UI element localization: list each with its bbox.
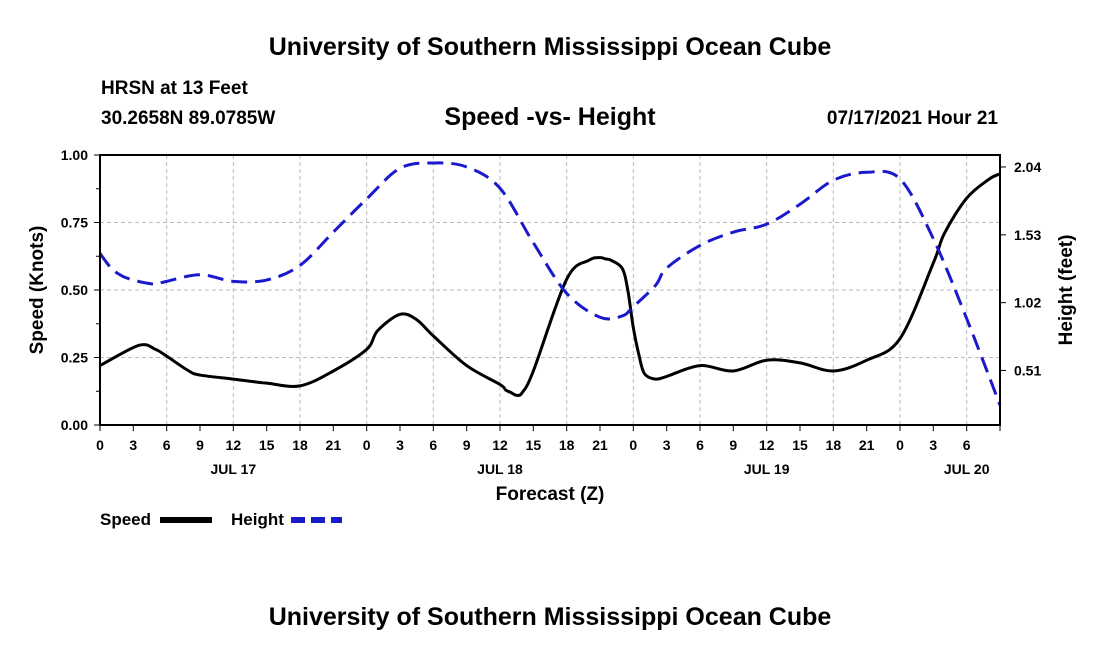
y-axis-right: 0.51 1.02 1.53 2.04: [1000, 159, 1041, 378]
x-tick-label: 15: [526, 437, 542, 453]
x-tick-label: 15: [259, 437, 275, 453]
x-tick-label: 6: [696, 437, 704, 453]
x-tick-label: 0: [629, 437, 637, 453]
x-tick-label: 6: [429, 437, 437, 453]
y-axis-left: 0.00 0.25 0.50 0.75 1.00: [61, 147, 100, 433]
x-tick-label: 9: [729, 437, 737, 453]
x-tick-label: 3: [929, 437, 937, 453]
x-tick-label: 21: [859, 437, 875, 453]
x-tick-label: 6: [163, 437, 171, 453]
x-tick-label: 12: [226, 437, 242, 453]
height-series-line: [98, 161, 1002, 406]
x-tick-label: 15: [792, 437, 808, 453]
x-day-label: JUL 20: [944, 461, 990, 477]
y2-tick-label: 0.51: [1014, 362, 1041, 378]
chart-title: Speed -vs- Height: [444, 103, 656, 131]
x-tick-label: 6: [963, 437, 971, 453]
y-tick-label: 0.75: [61, 215, 88, 231]
speed-series-line: [99, 172, 1001, 398]
x-tick-label: 18: [292, 437, 308, 453]
legend: Speed Height: [100, 510, 342, 529]
plot-frame: [99, 154, 1001, 426]
y-tick-label: 0.00: [61, 417, 88, 433]
x-tick-label: 9: [463, 437, 471, 453]
y2-tick-label: 1.53: [1014, 227, 1041, 243]
y-tick-label: 1.00: [61, 147, 88, 163]
x-axis: 0 3 6 9 12 15 18 21 0 3 6 9 12 15 18 21 0 3 6 9 12 15 18 21 0 3 6 J…: [96, 425, 1001, 477]
main-title: University of Southern Mississippi Ocean…: [269, 33, 832, 61]
y-tick-label: 0.50: [61, 282, 88, 298]
x-tick-label: 3: [129, 437, 137, 453]
plot-series: [98, 161, 1002, 406]
x-tick-label: 12: [759, 437, 775, 453]
y2-tick-label: 2.04: [1014, 159, 1041, 175]
x-tick-label: 3: [396, 437, 404, 453]
x-tick-label: 0: [363, 437, 371, 453]
x-tick-label: 18: [826, 437, 842, 453]
x-tick-label: 18: [559, 437, 575, 453]
y-axis-label-left: Speed (Knots): [27, 226, 48, 355]
x-day-label: JUL 19: [744, 461, 790, 477]
x-tick-label: 0: [96, 437, 104, 453]
grid-lines: [100, 155, 1000, 425]
x-tick-label: 3: [663, 437, 671, 453]
x-day-label: JUL 17: [210, 461, 256, 477]
x-tick-label: 9: [196, 437, 204, 453]
x-tick-label: 21: [326, 437, 342, 453]
y-axis-label-right: Height (feet): [1056, 235, 1077, 346]
legend-height-label: Height: [231, 510, 284, 529]
x-day-label: JUL 18: [477, 461, 523, 477]
y-tick-label: 0.25: [61, 350, 88, 366]
x-tick-label: 0: [896, 437, 904, 453]
datetime-label: 07/17/2021 Hour 21: [827, 108, 999, 129]
x-axis-label: Forecast (Z): [496, 484, 605, 505]
y2-tick-label: 1.02: [1014, 295, 1041, 311]
x-tick-label: 12: [492, 437, 508, 453]
footer-title: University of Southern Mississippi Ocean…: [269, 603, 832, 631]
station-label: HRSN at 13 Feet: [101, 78, 248, 99]
legend-speed-label: Speed: [100, 510, 151, 529]
x-tick-label: 21: [592, 437, 608, 453]
coordinates-label: 30.2658N 89.0785W: [101, 108, 275, 129]
